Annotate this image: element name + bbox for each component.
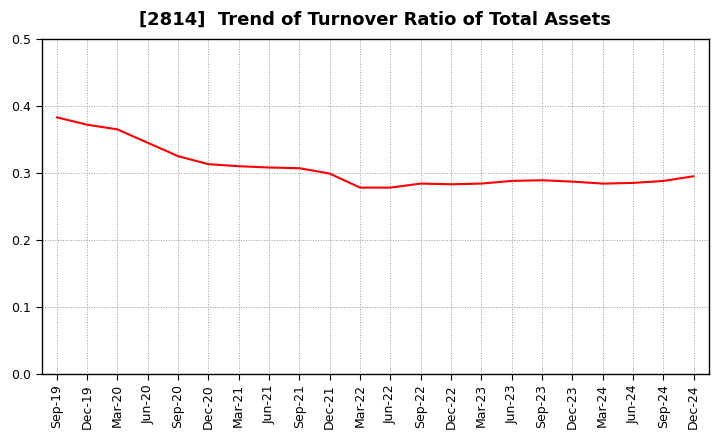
Title: [2814]  Trend of Turnover Ratio of Total Assets: [2814] Trend of Turnover Ratio of Total … bbox=[139, 11, 611, 29]
